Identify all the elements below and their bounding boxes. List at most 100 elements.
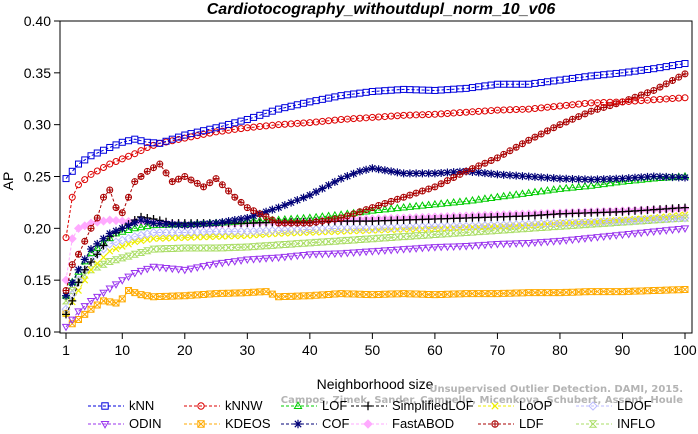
data-point <box>75 250 83 258</box>
data-point <box>324 224 334 234</box>
data-point <box>468 165 476 173</box>
data-point <box>400 194 407 201</box>
data-point <box>293 240 302 248</box>
data-point <box>211 260 221 269</box>
legend-label: LoOP <box>519 398 552 413</box>
data-point <box>418 201 427 209</box>
data-point <box>256 210 263 217</box>
data-point <box>186 265 196 274</box>
data-point <box>518 140 526 148</box>
data-point <box>238 199 245 206</box>
data-point <box>197 420 205 428</box>
data-point <box>131 178 139 186</box>
data-point <box>162 219 171 228</box>
data-point <box>143 236 151 244</box>
data-point <box>443 168 452 177</box>
data-point <box>605 174 614 183</box>
data-point <box>506 222 514 230</box>
data-point <box>450 174 458 182</box>
data-point <box>449 221 459 231</box>
data-point <box>418 187 426 195</box>
data-point <box>449 243 458 251</box>
data-point <box>524 188 533 196</box>
data-point <box>506 147 513 154</box>
data-point <box>361 206 371 215</box>
data-point <box>344 212 351 219</box>
data-point <box>387 290 395 298</box>
data-point <box>99 244 109 254</box>
legend-item-knnw: kNNW <box>184 398 263 413</box>
data-point <box>374 223 384 233</box>
data-point <box>644 89 651 96</box>
data-point <box>663 80 670 87</box>
data-point <box>155 219 164 228</box>
data-point <box>100 193 108 201</box>
data-point <box>650 214 658 222</box>
data-point <box>625 96 633 104</box>
data-point <box>662 286 670 294</box>
data-point <box>299 193 308 202</box>
data-point <box>400 193 408 201</box>
data-point <box>81 238 88 245</box>
data-point <box>436 221 446 231</box>
data-point <box>356 227 364 235</box>
data-point <box>475 162 483 170</box>
data-point <box>205 244 215 252</box>
data-point <box>62 291 70 300</box>
data-point <box>143 265 152 274</box>
data-point <box>605 178 615 187</box>
data-point <box>655 214 665 224</box>
data-point <box>337 214 345 222</box>
data-point <box>231 193 239 201</box>
data-point <box>130 223 140 232</box>
data-point <box>592 217 602 227</box>
data-point <box>243 213 252 222</box>
data-point <box>99 216 109 226</box>
data-point <box>443 243 452 252</box>
data-point <box>418 169 427 178</box>
data-point <box>593 234 602 242</box>
data-point <box>474 168 483 177</box>
series-knn <box>62 60 689 183</box>
data-point <box>386 223 396 233</box>
data-point <box>587 175 596 184</box>
data-point <box>530 239 540 248</box>
data-point <box>668 226 677 235</box>
data-point <box>324 181 333 190</box>
data-point <box>263 213 270 220</box>
data-point <box>137 173 145 180</box>
data-point <box>461 221 471 231</box>
data-point <box>500 150 508 158</box>
data-point <box>112 245 120 253</box>
data-point <box>188 176 195 183</box>
data-point <box>499 220 509 230</box>
data-point <box>411 245 421 253</box>
data-point <box>424 244 433 253</box>
data-point <box>518 172 527 181</box>
data-point <box>530 219 540 229</box>
data-point <box>180 266 190 275</box>
data-point <box>280 253 290 262</box>
data-point <box>612 288 620 296</box>
data-point <box>480 169 489 178</box>
data-point <box>612 174 621 183</box>
data-point <box>219 181 226 188</box>
watermark-line-2: Campos, Zimek, Sander, Campello, Micenko… <box>281 395 683 406</box>
data-point <box>524 224 533 232</box>
data-point <box>567 218 577 228</box>
data-point <box>218 218 227 227</box>
data-point <box>356 208 364 216</box>
data-point <box>424 200 433 209</box>
axes-layer: 1 10 20 30 40 50 60 70 80 90 100 0.10 0.15 0.20 0.25 0.… <box>24 13 697 358</box>
data-point <box>136 249 146 257</box>
legend-label: COF <box>322 416 350 431</box>
data-point <box>443 198 452 207</box>
data-point <box>268 216 276 224</box>
data-point <box>637 215 645 223</box>
data-point <box>456 171 463 178</box>
data-point <box>156 160 164 168</box>
data-point <box>99 234 108 243</box>
y-tick-label: 0.10 <box>24 324 51 340</box>
data-point <box>130 270 140 278</box>
data-point <box>118 224 127 233</box>
